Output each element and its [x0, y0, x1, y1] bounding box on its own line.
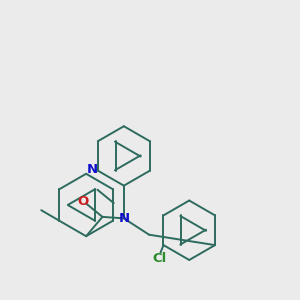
Text: N: N — [118, 212, 129, 225]
Text: Cl: Cl — [152, 252, 166, 265]
Text: N: N — [87, 163, 98, 176]
Text: O: O — [77, 195, 88, 208]
